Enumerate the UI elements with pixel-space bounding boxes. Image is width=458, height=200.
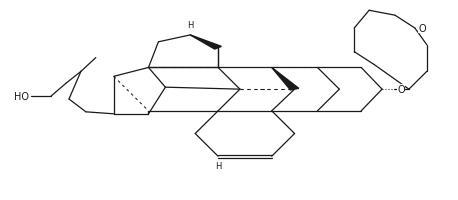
Text: O: O [418, 24, 425, 34]
Text: H: H [187, 21, 193, 30]
Polygon shape [190, 36, 221, 50]
Text: HO: HO [14, 92, 29, 102]
Polygon shape [272, 68, 299, 91]
Text: O: O [397, 85, 405, 95]
Text: H: H [215, 161, 221, 170]
